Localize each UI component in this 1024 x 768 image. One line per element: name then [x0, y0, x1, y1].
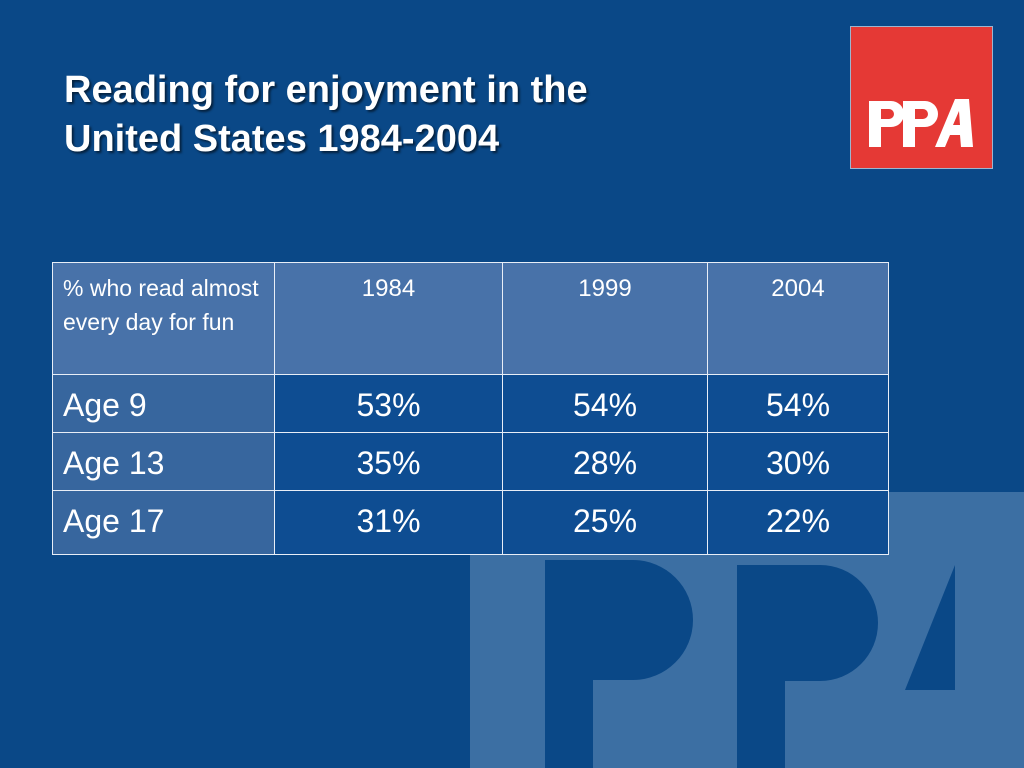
table-row: Age 13 35% 28% 30%	[52, 432, 889, 491]
table-cell: 31%	[274, 490, 503, 555]
table-cell: 54%	[707, 374, 889, 433]
header-cell-year: 1984	[274, 262, 503, 375]
row-label: Age 17	[52, 490, 275, 555]
reading-table: % who read almost every day for fun 1984…	[52, 262, 889, 555]
table-cell: 30%	[707, 432, 889, 491]
title-line-2: United States 1984-2004	[64, 118, 500, 160]
row-label: Age 9	[52, 374, 275, 433]
header-cell-year: 1999	[502, 262, 708, 375]
table-row: Age 17 31% 25% 22%	[52, 490, 889, 555]
table-header-row: % who read almost every day for fun 1984…	[52, 262, 889, 375]
table-cell: 25%	[502, 490, 708, 555]
header-cell-measure: % who read almost every day for fun	[52, 262, 275, 375]
table-cell: 54%	[502, 374, 708, 433]
row-label: Age 13	[52, 432, 275, 491]
table-cell: 22%	[707, 490, 889, 555]
table-cell: 28%	[502, 432, 708, 491]
table-cell: 53%	[274, 374, 503, 433]
table-cell: 35%	[274, 432, 503, 491]
title-line-1: Reading for enjoyment in the	[64, 69, 588, 111]
ppa-logo	[851, 27, 992, 168]
slide-title: Reading for enjoyment in the United Stat…	[64, 66, 588, 164]
table-row: Age 9 53% 54% 54%	[52, 374, 889, 433]
header-cell-year: 2004	[707, 262, 889, 375]
